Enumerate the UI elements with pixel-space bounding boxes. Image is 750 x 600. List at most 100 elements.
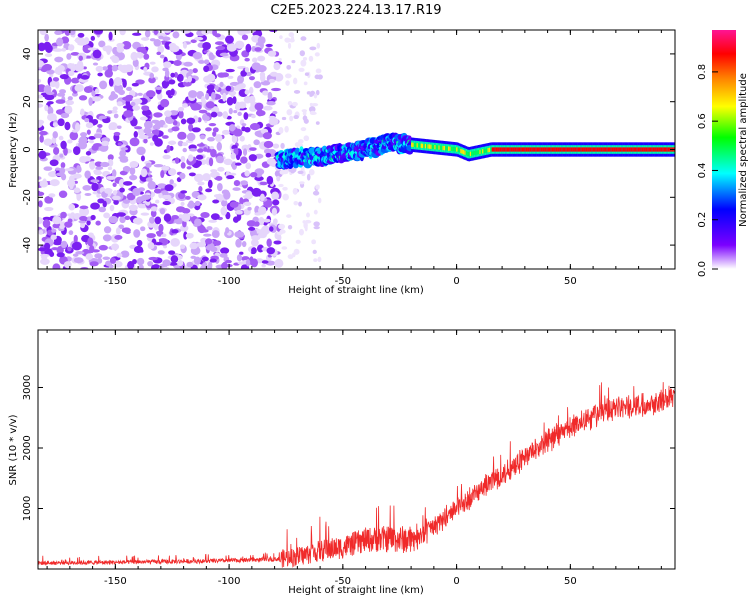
noise-blob <box>53 240 62 246</box>
noise-blob <box>229 124 236 132</box>
noise-blob-sparse <box>302 111 307 116</box>
noise-blob <box>132 187 141 197</box>
noise-blob <box>239 197 244 206</box>
noise-blob <box>181 142 189 147</box>
noise-blob <box>60 112 70 119</box>
noise-blob <box>79 155 88 164</box>
band-core <box>666 147 668 152</box>
noise-blob-sparse <box>279 169 286 175</box>
noise-blob <box>182 41 188 49</box>
noise-blob <box>156 51 162 56</box>
noise-blob <box>77 166 82 173</box>
y-tick-label: 1000 <box>22 496 33 521</box>
noise-blob <box>208 157 214 167</box>
noise-blob <box>63 261 72 269</box>
noise-blob <box>56 252 65 258</box>
noise-blob-sparse <box>284 37 291 43</box>
band-core <box>416 143 419 148</box>
noise-blob <box>254 221 260 227</box>
noise-blob <box>271 87 281 92</box>
band-core <box>509 147 511 152</box>
band-core <box>536 147 539 152</box>
noise-blob <box>183 231 188 240</box>
noise-blob <box>123 110 134 118</box>
noise-blob <box>253 81 262 89</box>
noise-blob <box>70 212 75 217</box>
noise-blob <box>248 226 256 231</box>
noise-blob <box>99 144 109 152</box>
noise-blob <box>44 104 49 112</box>
band-core <box>476 150 479 155</box>
band-core <box>508 147 510 152</box>
noise-blob <box>84 118 90 123</box>
noise-blob <box>225 227 230 234</box>
noise-blob-sparse <box>312 190 320 196</box>
noise-blob <box>96 193 101 198</box>
noise-blob <box>65 99 75 106</box>
band-core <box>439 145 442 150</box>
noise-blob <box>161 166 170 171</box>
band-core <box>659 147 662 152</box>
band-core <box>412 142 415 148</box>
noise-blob-sparse <box>299 228 304 236</box>
snr-y-label: SNR (10 * v/v) <box>8 414 19 485</box>
band-core <box>656 147 659 152</box>
band-core <box>664 147 667 152</box>
band-core <box>513 147 516 152</box>
band-core <box>606 147 608 152</box>
spectrogram-x-label: Height of straight line (km) <box>288 285 424 296</box>
noise-blob <box>45 94 51 99</box>
band-core <box>595 147 597 152</box>
noise-blob <box>244 170 250 177</box>
noise-blob <box>38 229 44 235</box>
noise-blob-sparse <box>304 72 310 76</box>
noise-blob <box>82 45 92 54</box>
noise-blob <box>73 187 81 194</box>
noise-blob <box>67 246 72 252</box>
noise-blob <box>40 258 50 265</box>
noise-blob <box>52 48 63 52</box>
x-tick-label: -100 <box>218 576 241 587</box>
noise-blob <box>146 233 156 239</box>
band-core <box>621 147 623 152</box>
noise-blob <box>68 203 76 211</box>
noise-blob <box>219 81 224 88</box>
noise-blob <box>108 95 116 101</box>
noise-blob <box>38 78 42 83</box>
noise-blob <box>188 172 196 177</box>
noise-blob <box>203 233 212 237</box>
band-core <box>465 151 468 156</box>
noise-blob-sparse <box>282 186 288 191</box>
noise-blob <box>57 118 65 127</box>
noise-blob <box>90 35 96 41</box>
noise-blob <box>231 134 238 143</box>
band-core <box>539 147 542 152</box>
noise-blob <box>237 261 247 265</box>
noise-blob <box>99 115 108 119</box>
noise-blob <box>233 180 241 187</box>
noise-blob <box>219 52 229 57</box>
band-core <box>458 148 461 153</box>
band-core <box>619 147 622 152</box>
band-core <box>442 145 445 151</box>
noise-blob <box>75 122 81 132</box>
noise-blob <box>136 146 146 156</box>
noise-blob <box>47 113 57 122</box>
noise-blob-sparse <box>280 142 285 149</box>
noise-blob <box>102 45 108 52</box>
noise-blob <box>215 45 226 51</box>
noise-blob <box>249 147 257 151</box>
noise-blob-sparse <box>286 64 292 70</box>
noise-blob <box>64 168 74 172</box>
noise-blob-sparse <box>314 52 320 57</box>
noise-blob <box>76 38 85 42</box>
y-tick-label: 2000 <box>22 435 33 460</box>
band-core <box>521 147 524 152</box>
noise-blob <box>250 258 258 268</box>
snr-frame <box>37 329 676 570</box>
band-core <box>524 147 526 152</box>
noise-blob <box>54 30 63 36</box>
snr-panel: -150 -100 -50 0 50 1000 2000 3000 Height of st… <box>8 329 676 596</box>
noise-blob <box>97 198 105 204</box>
colorbar-gradient <box>712 30 736 269</box>
